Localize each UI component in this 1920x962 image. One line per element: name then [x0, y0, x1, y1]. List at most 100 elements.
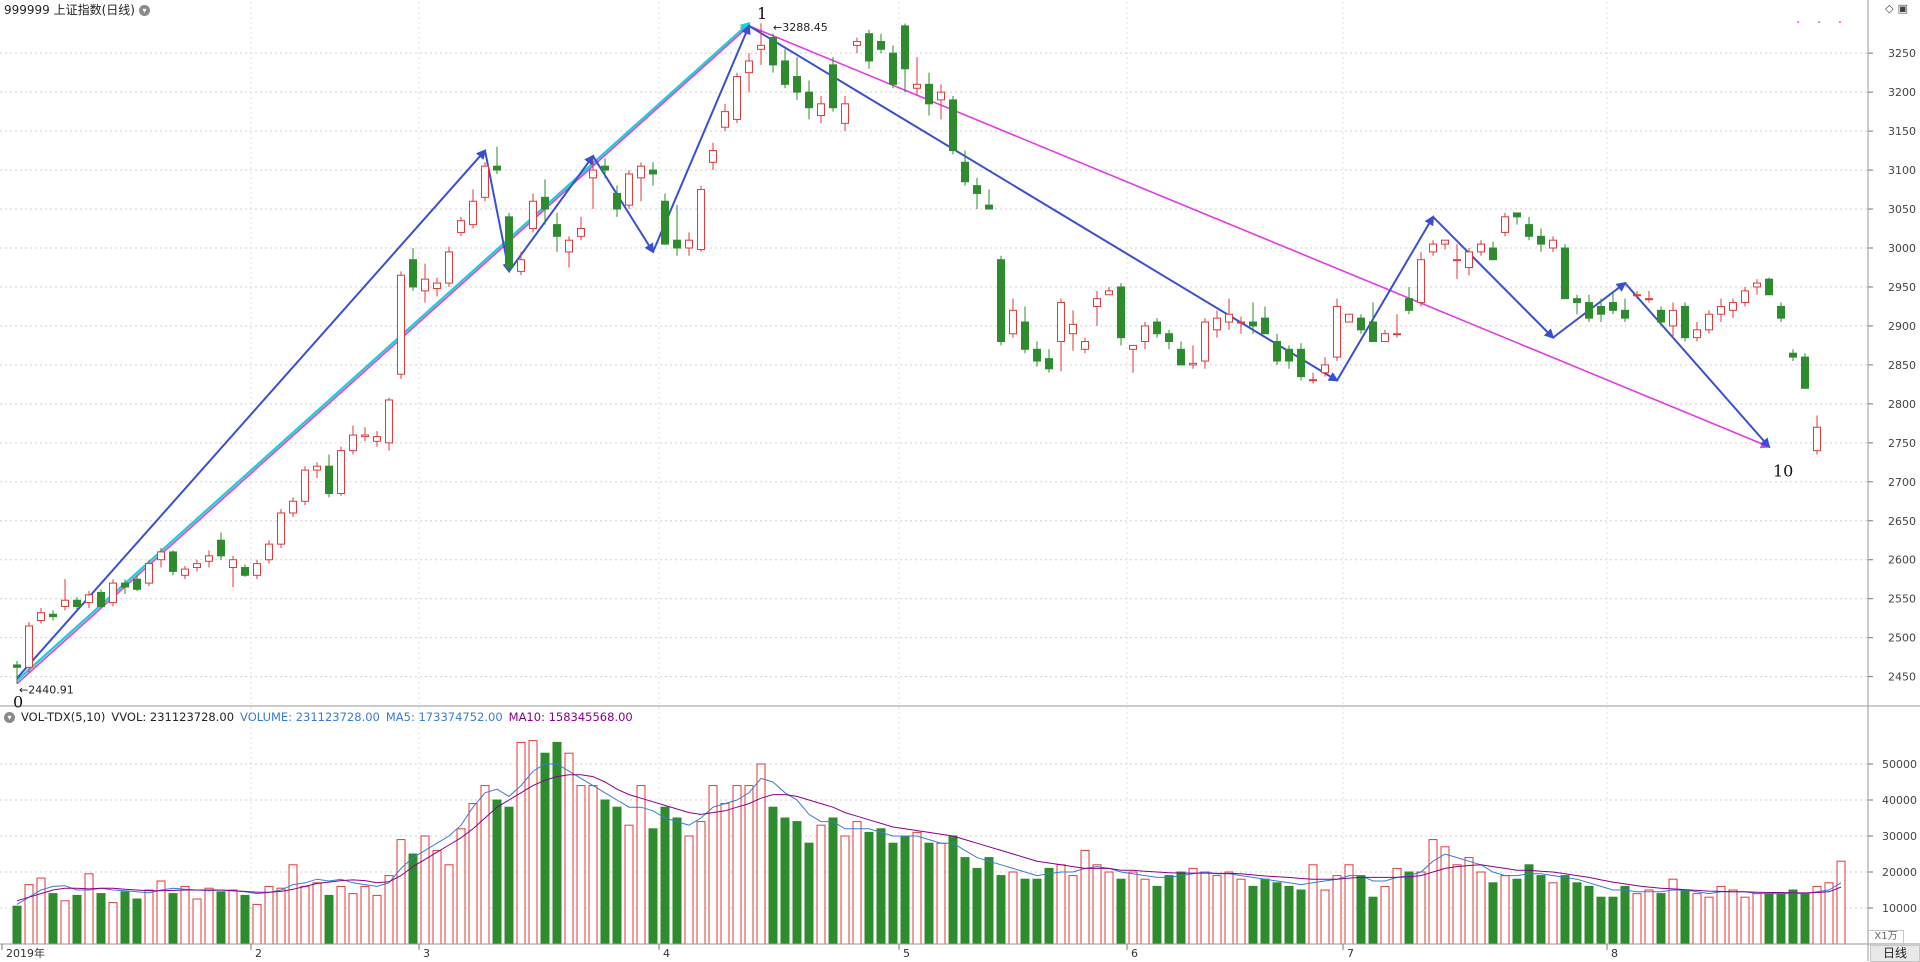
candle-body	[1333, 305, 1341, 358]
more-dots[interactable]: · · ·	[1796, 15, 1849, 31]
candle	[1333, 298, 1341, 361]
volume-bar	[1788, 889, 1798, 945]
candle	[589, 158, 597, 210]
volume-bar	[624, 824, 634, 945]
volume-bar	[1440, 846, 1450, 945]
candle-body	[301, 469, 309, 502]
diamond-icon[interactable]: ◇	[1885, 2, 1894, 15]
candle	[193, 559, 201, 572]
candle-body	[1693, 329, 1701, 339]
volume-bar	[1488, 882, 1498, 945]
candle	[1117, 283, 1125, 346]
volume-bar	[828, 817, 838, 945]
candle	[1177, 341, 1185, 366]
volume-bar	[456, 828, 466, 945]
volume-bar	[228, 889, 238, 945]
candle-body	[1009, 309, 1017, 335]
volume-bar	[1224, 871, 1234, 945]
volume-bar	[132, 898, 142, 945]
candle-body	[1393, 333, 1401, 336]
candle	[1285, 345, 1293, 369]
volume-bar	[372, 894, 382, 945]
volume-bar	[504, 806, 514, 945]
wave-cyan-line	[16, 21, 751, 682]
volume-bar	[852, 821, 862, 945]
volume-bar	[744, 785, 754, 945]
volume-bar	[1356, 875, 1366, 945]
wave-magenta-line	[16, 24, 751, 685]
volume-bar	[1560, 875, 1570, 945]
candle	[1525, 216, 1533, 241]
volume-bar	[1608, 896, 1618, 945]
date-tick-label: 4	[663, 947, 670, 960]
candle	[1705, 310, 1713, 334]
volume-bar	[192, 898, 202, 945]
volume-bar	[252, 903, 262, 945]
candle	[1153, 318, 1161, 338]
candle-body	[1681, 305, 1689, 339]
candle	[1201, 318, 1209, 369]
candle-body	[1417, 259, 1425, 304]
price-tick-label: 3250	[1888, 47, 1916, 60]
volume-bar	[1020, 878, 1030, 945]
volume-bar	[1008, 871, 1018, 945]
price-tick-label: 2900	[1888, 320, 1916, 333]
candle-body	[1177, 348, 1185, 366]
volume-bar	[1512, 878, 1522, 945]
candle-body	[1297, 348, 1305, 378]
candle-body	[1429, 243, 1437, 253]
candle-body	[925, 83, 933, 105]
candle	[1465, 248, 1473, 276]
volume-bar	[1284, 885, 1294, 945]
candle	[1405, 286, 1413, 315]
candle	[697, 185, 705, 252]
candle	[85, 590, 93, 609]
candle-body	[1345, 313, 1353, 323]
candle-body	[973, 185, 981, 194]
candle-body	[1129, 344, 1137, 350]
volume-bar	[840, 835, 850, 945]
candle-body	[265, 543, 273, 561]
candle-body	[781, 60, 789, 85]
volume-tick-label: 40000	[1882, 794, 1917, 807]
volume-indicator-label: VOL-TDX(5,10)	[21, 710, 106, 724]
candle-body	[865, 33, 873, 62]
candle-body	[253, 563, 261, 576]
candle-body	[229, 559, 237, 569]
volume-bar	[732, 785, 742, 945]
volume-bar	[336, 885, 346, 945]
chevron-down-icon[interactable]: ▾	[4, 711, 15, 723]
candle-body	[1165, 333, 1173, 343]
candle	[901, 23, 909, 93]
volume-bar	[24, 884, 34, 945]
panel-icon[interactable]: ▣	[1897, 2, 1908, 15]
candle	[769, 33, 777, 73]
price-tick-label: 2500	[1888, 632, 1916, 645]
volume-bar	[72, 894, 82, 945]
chevron-down-icon[interactable]: ▾	[139, 4, 150, 16]
candle	[937, 84, 945, 120]
candle-body	[985, 204, 993, 210]
candle	[661, 193, 669, 245]
vvol-value: VVOL: 231123728.00	[111, 710, 235, 724]
volume-bar	[1044, 867, 1054, 945]
candle-body	[1657, 309, 1665, 323]
candle-body	[1801, 356, 1809, 389]
candle-body	[421, 278, 429, 292]
candle-body	[625, 173, 633, 206]
candle-body	[745, 60, 753, 74]
period-button[interactable]: 日线	[1870, 945, 1920, 962]
volume-header: ▾ VOL-TDX(5,10) VVOL: 231123728.00 VOLUM…	[4, 709, 633, 725]
volume-bar	[312, 882, 322, 945]
candle-body	[937, 91, 945, 101]
candle-body	[481, 165, 489, 198]
candle	[817, 96, 825, 124]
candle	[1585, 294, 1593, 323]
candle-body	[877, 40, 885, 50]
volume-bar	[1584, 885, 1594, 945]
volume-bar	[84, 873, 94, 945]
volume-bar	[1296, 889, 1306, 945]
candle-body	[697, 189, 705, 251]
candle	[1729, 298, 1737, 319]
chart-header: 999999 上证指数(日线) ▾	[4, 2, 150, 18]
